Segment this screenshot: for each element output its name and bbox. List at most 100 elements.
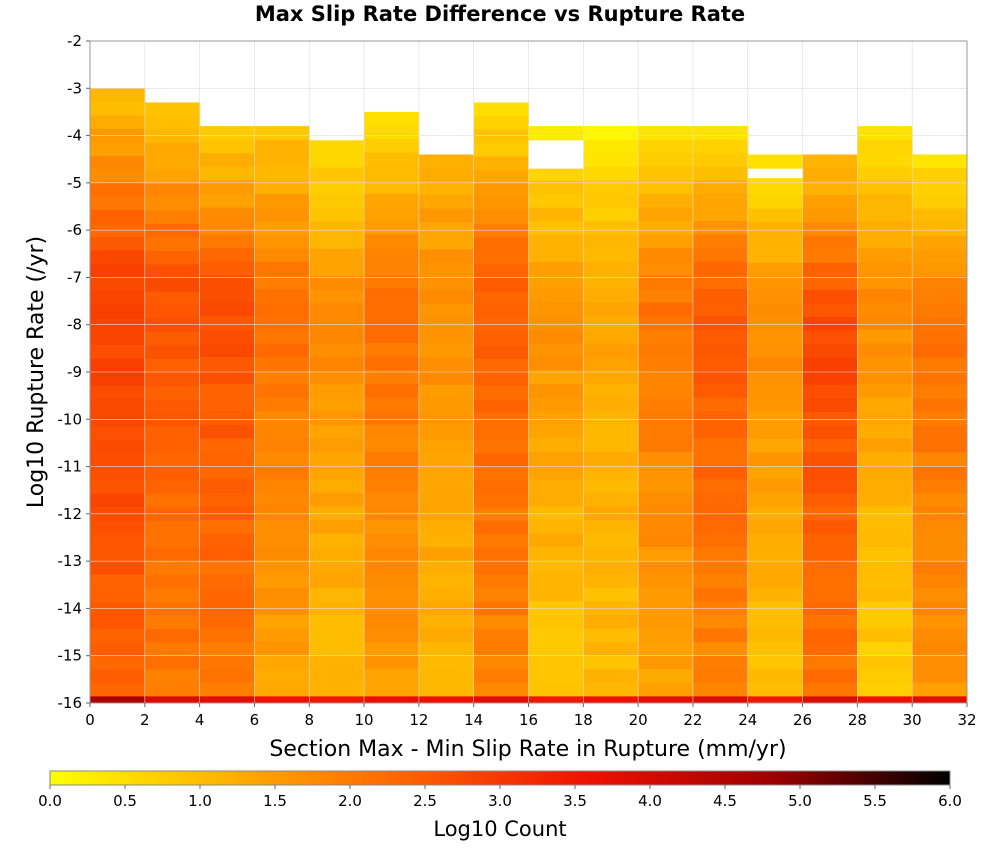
heatmap-cell-bottom xyxy=(309,696,365,703)
heatmap-cell xyxy=(199,261,255,276)
heatmap-cell xyxy=(473,493,529,508)
heatmap-cell xyxy=(418,168,475,183)
heatmap-cell xyxy=(747,628,804,643)
heatmap-cell xyxy=(692,587,749,602)
heatmap-cell xyxy=(144,642,201,657)
heatmap-cell xyxy=(473,183,529,198)
heatmap-cell xyxy=(364,451,420,466)
heatmap-cell xyxy=(583,275,639,290)
heatmap-cell xyxy=(144,466,201,481)
heatmap-cell xyxy=(364,179,420,194)
heatmap-cell xyxy=(857,465,913,480)
heatmap-cell xyxy=(638,153,694,168)
heatmap-cell xyxy=(692,180,749,195)
heatmap-cell xyxy=(583,492,639,507)
heatmap-cell xyxy=(254,356,310,372)
heatmap-cell xyxy=(583,547,639,562)
heatmap-cell xyxy=(364,166,420,181)
heatmap-cell xyxy=(144,223,201,238)
heatmap-cell xyxy=(802,520,858,535)
heatmap-cell xyxy=(364,261,420,276)
heatmap-cell xyxy=(692,261,749,276)
heatmap-cell xyxy=(254,153,310,168)
heatmap-cell xyxy=(583,614,639,629)
heatmap-cell xyxy=(144,358,201,373)
heatmap-cell xyxy=(802,208,858,223)
heatmap-cell xyxy=(583,465,639,480)
x-tick-label: 22 xyxy=(683,711,702,729)
heatmap-cell xyxy=(583,642,639,657)
heatmap-cell xyxy=(309,452,365,467)
heatmap-cell xyxy=(90,399,146,414)
heatmap-cell xyxy=(473,385,529,400)
heatmap-cell xyxy=(638,614,694,629)
heatmap-cell xyxy=(802,669,858,684)
heatmap-cell-bottom xyxy=(418,696,475,703)
heatmap-cell xyxy=(254,587,310,602)
heatmap-cell xyxy=(199,628,255,643)
heatmap-cell xyxy=(309,682,365,697)
heatmap-cell xyxy=(90,507,146,522)
heatmap-cell xyxy=(528,479,584,494)
x-tick-label: 24 xyxy=(738,711,757,729)
heatmap-cell xyxy=(254,397,310,412)
heatmap-cell xyxy=(418,317,475,332)
heatmap-cell xyxy=(90,169,146,184)
heatmap-cell xyxy=(638,438,694,453)
heatmap-cell xyxy=(364,288,420,303)
heatmap-cell xyxy=(857,451,913,467)
heatmap-cell xyxy=(473,669,529,684)
heatmap-cell-bottom xyxy=(692,696,749,703)
heatmap-cell xyxy=(802,438,858,454)
heatmap-cell xyxy=(528,180,584,195)
heatmap-cell xyxy=(90,655,146,670)
heatmap-cell xyxy=(199,451,255,467)
heatmap-cell xyxy=(857,669,913,684)
heatmap-cell xyxy=(583,370,639,385)
heatmap-cell xyxy=(254,533,310,548)
heatmap-cell xyxy=(418,588,475,603)
heatmap-cell xyxy=(747,547,804,562)
heatmap-cell xyxy=(747,533,804,548)
heatmap-cell xyxy=(254,248,310,263)
heatmap-cell xyxy=(473,547,529,562)
heatmap-cell xyxy=(144,655,201,670)
heatmap-cell xyxy=(473,223,529,238)
heatmap-cell xyxy=(802,533,858,548)
heatmap-cell xyxy=(802,479,858,494)
heatmap-cell xyxy=(802,574,858,589)
heatmap-cell xyxy=(857,682,913,697)
heatmap-cell xyxy=(144,129,201,144)
heatmap-cell xyxy=(692,669,749,684)
heatmap-cell xyxy=(528,560,584,575)
heatmap-cell xyxy=(254,180,310,195)
heatmap-cell xyxy=(364,356,420,371)
heatmap-cell xyxy=(692,438,749,453)
y-tick-label: -9 xyxy=(67,363,82,381)
heatmap-cell xyxy=(364,478,420,494)
heatmap-cell xyxy=(364,669,420,684)
heatmap-cell xyxy=(254,411,310,426)
heatmap-cell xyxy=(144,547,201,562)
heatmap-cell xyxy=(638,533,694,548)
heatmap-cell xyxy=(528,438,584,453)
heatmap-cell xyxy=(90,682,146,697)
heatmap-cell xyxy=(857,587,913,602)
colorbar-tick-label: 5.0 xyxy=(788,792,812,810)
heatmap-cell xyxy=(418,357,475,372)
heatmap-cell xyxy=(692,126,749,141)
heatmap-cell xyxy=(802,195,858,210)
heatmap-cell xyxy=(199,411,255,426)
heatmap-cell xyxy=(638,655,694,670)
heatmap-cell xyxy=(747,208,804,223)
heatmap-cell xyxy=(528,506,584,521)
heatmap-cell xyxy=(90,196,146,211)
heatmap-cell xyxy=(912,411,968,426)
heatmap-cell xyxy=(473,277,529,292)
heatmap-cell xyxy=(199,343,255,358)
heatmap-cell xyxy=(638,329,694,344)
heatmap-cell xyxy=(692,329,749,344)
heatmap-cell xyxy=(528,451,584,467)
heatmap-cell xyxy=(364,342,420,358)
heatmap-cell xyxy=(747,411,804,426)
